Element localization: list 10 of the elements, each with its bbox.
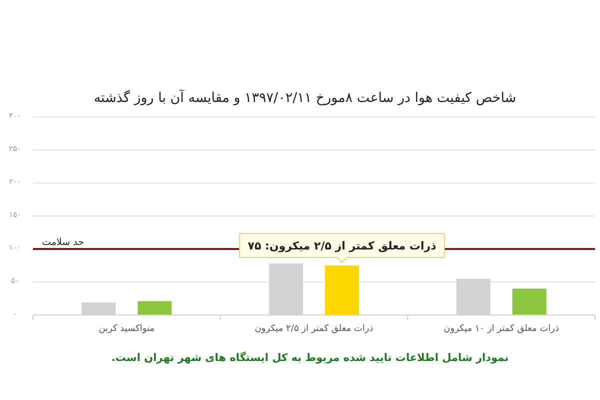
text: نمودار شامل اطلاعات تایید شده مربوط به کل ایستگاه های شهر تهران است. <box>111 351 509 364</box>
x-tick-label: ذرات معلق کمتر از ۲/۵ میکرون <box>254 324 374 334</box>
bar <box>138 301 172 315</box>
chart-title: شاخص کیفیت هوا در ساعت ۸مورخ ۱۳۹۷/۰۲/۱۱ و مقایسه آن با روز گذشته <box>94 89 516 106</box>
data-label: ذرات معلق کمتر از ۲/۵ میکرون: ۷۵ <box>248 240 437 252</box>
x-tick-label: منواکسید کربن <box>98 324 155 334</box>
bar <box>325 266 359 315</box>
bar <box>512 288 546 315</box>
x-tick-label: ذرات معلق کمتر از ۱۰ میکرون <box>444 324 560 334</box>
ref-line-label: حد سلامت <box>42 237 84 248</box>
